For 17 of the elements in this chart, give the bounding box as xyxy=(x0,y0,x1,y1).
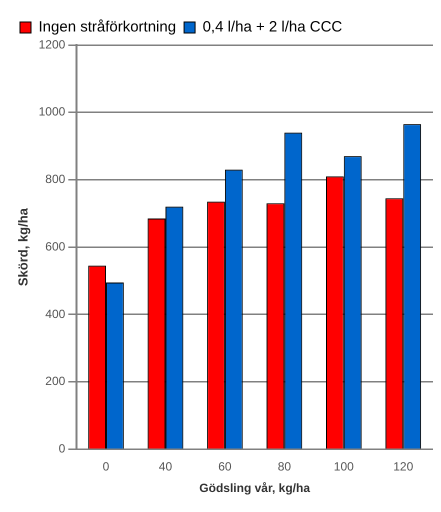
y-tick-label: 800 xyxy=(45,172,66,186)
legend-label: 0,4 l/ha + 2 l/ha CCC xyxy=(202,18,342,36)
y-tick-label: 400 xyxy=(45,306,66,321)
legend-label: Ingen stråförkortning xyxy=(38,18,176,36)
x-tick-label: 80 xyxy=(278,460,292,474)
x-tick-label: 0 xyxy=(102,460,110,474)
x-tick-label: 100 xyxy=(334,460,354,474)
y-tick-label: 600 xyxy=(45,239,66,254)
y-tick-label: 1200 xyxy=(38,37,66,52)
x-axis-title: Gödsling vår, kg/ha xyxy=(199,481,310,496)
x-tick-label: 60 xyxy=(218,460,232,474)
x-tick-label: 120 xyxy=(393,460,414,474)
y-axis-title: Skörd, kg/ha xyxy=(15,207,30,286)
y-tick-label: 200 xyxy=(45,374,66,388)
x-tick-label: 40 xyxy=(158,460,172,474)
y-tick-label: 0 xyxy=(58,442,66,456)
y-tick-label: 1000 xyxy=(38,104,66,119)
